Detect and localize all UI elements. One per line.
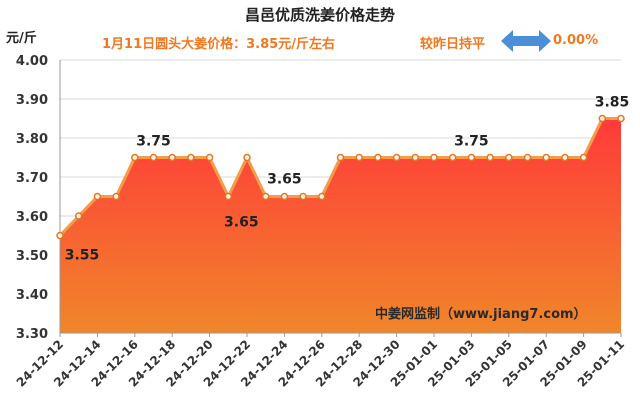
- data-label: 3.55: [65, 248, 100, 264]
- double-arrow-icon: [501, 30, 551, 52]
- y-axis-unit: 元/斤: [6, 31, 37, 46]
- y-tick-label: 3.90: [16, 93, 48, 108]
- data-point: [617, 114, 625, 123]
- data-point: [598, 114, 607, 123]
- price-note: 1月11日圆头大姜价格：3.85元/斤左右: [102, 37, 335, 52]
- data-point: [205, 153, 214, 162]
- data-point: [542, 153, 550, 162]
- y-tick-label: 4.00: [16, 54, 48, 69]
- data-point: [149, 153, 158, 162]
- watermark-text: 中姜网监制（www.jiang7.com）: [375, 306, 587, 322]
- data-point: [56, 231, 64, 240]
- data-point: [430, 153, 438, 162]
- trend-value: 0.00%: [553, 33, 599, 48]
- data-label: 3.65: [267, 172, 302, 188]
- data-point: [411, 153, 420, 162]
- data-label: 3.75: [454, 134, 489, 150]
- trend-label: 较昨日持平: [420, 37, 486, 52]
- data-point: [505, 153, 513, 162]
- data-point: [486, 153, 494, 162]
- data-point: [579, 153, 588, 162]
- data-label: 3.65: [224, 215, 259, 231]
- data-point: [561, 153, 569, 162]
- data-point: [467, 153, 476, 162]
- chart-title: 昌邑优质洗姜价格走势: [244, 6, 395, 24]
- data-point: [112, 192, 120, 201]
- data-point: [168, 153, 176, 162]
- y-tick-label: 3.80: [16, 132, 48, 147]
- y-tick-label: 3.70: [16, 171, 48, 186]
- data-point: [523, 153, 532, 162]
- data-point: [392, 153, 401, 162]
- data-point: [299, 192, 307, 201]
- data-point: [243, 153, 251, 162]
- y-tick-label: 3.50: [16, 249, 48, 264]
- data-point: [448, 153, 457, 162]
- data-point: [187, 153, 195, 162]
- y-tick-label: 3.30: [16, 327, 48, 342]
- y-tick-label: 3.40: [16, 288, 48, 303]
- data-point: [261, 192, 270, 201]
- data-point: [318, 192, 326, 201]
- data-point: [131, 153, 139, 162]
- data-point: [374, 153, 382, 162]
- data-point: [280, 192, 289, 201]
- data-point: [355, 153, 363, 162]
- y-tick-label: 3.60: [16, 210, 48, 225]
- data-label: 3.75: [136, 134, 171, 150]
- data-point: [93, 192, 102, 201]
- data-label: 3.85: [595, 95, 630, 111]
- data-point: [74, 212, 83, 220]
- price-area: [60, 118, 621, 333]
- data-point: [336, 153, 345, 162]
- data-point: [224, 192, 233, 201]
